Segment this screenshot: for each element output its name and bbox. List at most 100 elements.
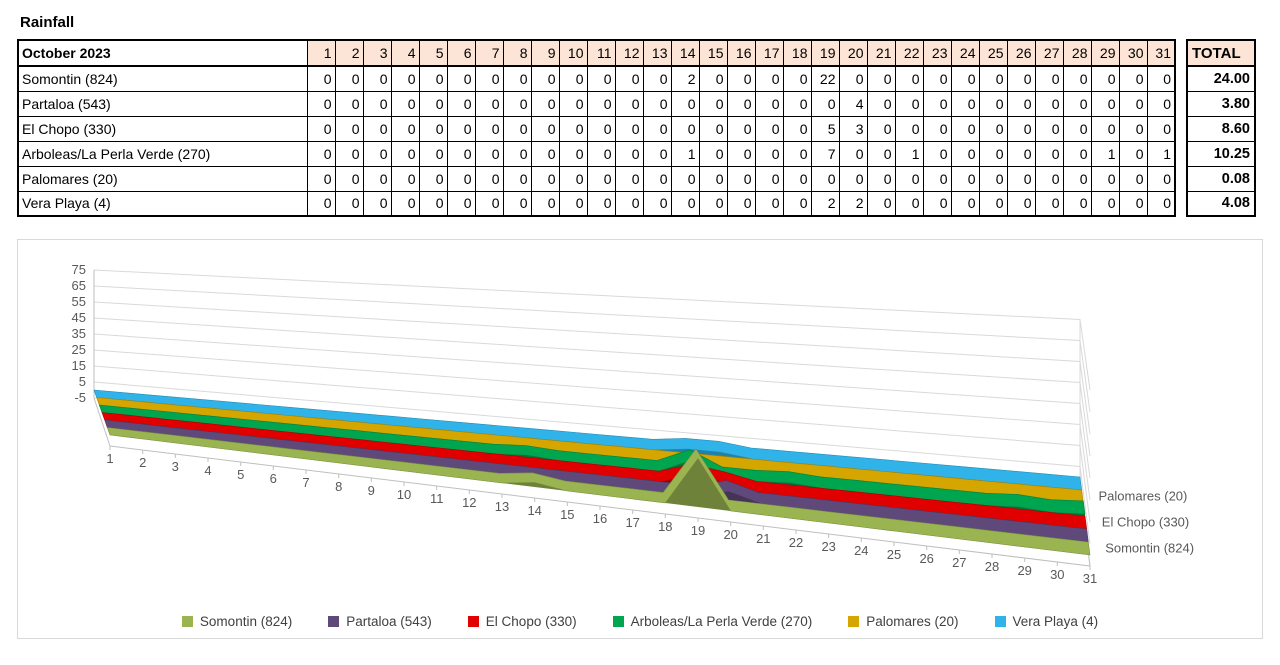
value-cell[interactable]: 0 (726, 190, 756, 217)
value-cell[interactable]: 0 (418, 65, 448, 92)
value-cell[interactable]: 0 (1062, 140, 1092, 167)
value-cell[interactable]: 2 (670, 65, 700, 92)
value-cell[interactable]: 0 (1034, 65, 1064, 92)
value-cell[interactable]: 0 (502, 165, 532, 192)
value-cell[interactable]: 1 (1090, 140, 1120, 167)
value-cell[interactable]: 0 (670, 90, 700, 117)
value-cell[interactable]: 0 (950, 65, 980, 92)
value-cell[interactable]: 0 (418, 165, 448, 192)
value-cell[interactable]: 0 (530, 115, 560, 142)
value-cell[interactable]: 0 (754, 90, 784, 117)
value-cell[interactable]: 0 (698, 65, 728, 92)
day-header-cell[interactable]: 23 (922, 39, 952, 67)
value-cell[interactable]: 0 (950, 140, 980, 167)
value-cell[interactable]: 0 (1006, 140, 1036, 167)
value-cell[interactable]: 0 (978, 190, 1008, 217)
value-cell[interactable]: 0 (894, 90, 924, 117)
value-cell[interactable]: 0 (1090, 190, 1120, 217)
value-cell[interactable]: 0 (306, 190, 336, 217)
value-cell[interactable]: 0 (418, 190, 448, 217)
total-value-cell[interactable]: 4.08 (1186, 190, 1256, 217)
value-cell[interactable]: 0 (866, 90, 896, 117)
value-cell[interactable]: 0 (1118, 65, 1148, 92)
total-value-cell[interactable]: 8.60 (1186, 115, 1256, 142)
day-header-cell[interactable]: 31 (1146, 39, 1176, 67)
value-cell[interactable]: 0 (726, 165, 756, 192)
value-cell[interactable]: 0 (782, 90, 812, 117)
value-cell[interactable]: 0 (922, 90, 952, 117)
value-cell[interactable]: 0 (642, 140, 672, 167)
value-cell[interactable]: 0 (1146, 65, 1176, 92)
value-cell[interactable]: 0 (334, 190, 364, 217)
value-cell[interactable]: 0 (866, 190, 896, 217)
value-cell[interactable]: 0 (306, 140, 336, 167)
day-header-cell[interactable]: 14 (670, 39, 700, 67)
value-cell[interactable]: 0 (586, 65, 616, 92)
total-header-cell[interactable]: TOTAL (1186, 39, 1256, 67)
value-cell[interactable]: 0 (586, 165, 616, 192)
value-cell[interactable]: 0 (1090, 65, 1120, 92)
value-cell[interactable]: 0 (362, 65, 392, 92)
value-cell[interactable]: 0 (754, 140, 784, 167)
month-header-cell[interactable]: October 2023 (17, 39, 308, 67)
value-cell[interactable]: 0 (698, 115, 728, 142)
value-cell[interactable]: 0 (726, 65, 756, 92)
day-header-cell[interactable]: 12 (614, 39, 644, 67)
value-cell[interactable]: 0 (698, 165, 728, 192)
value-cell[interactable]: 0 (1006, 65, 1036, 92)
value-cell[interactable]: 0 (362, 115, 392, 142)
day-header-cell[interactable]: 25 (978, 39, 1008, 67)
value-cell[interactable]: 0 (530, 65, 560, 92)
day-header-cell[interactable]: 22 (894, 39, 924, 67)
value-cell[interactable]: 0 (502, 90, 532, 117)
value-cell[interactable]: 0 (306, 90, 336, 117)
value-cell[interactable]: 3 (838, 115, 868, 142)
total-value-cell[interactable]: 24.00 (1186, 65, 1256, 92)
value-cell[interactable]: 0 (502, 115, 532, 142)
value-cell[interactable]: 22 (810, 65, 840, 92)
value-cell[interactable]: 0 (474, 65, 504, 92)
day-header-cell[interactable]: 24 (950, 39, 980, 67)
day-header-cell[interactable]: 30 (1118, 39, 1148, 67)
value-cell[interactable]: 0 (334, 65, 364, 92)
day-header-cell[interactable]: 17 (754, 39, 784, 67)
value-cell[interactable]: 0 (726, 90, 756, 117)
value-cell[interactable]: 0 (1118, 90, 1148, 117)
day-header-cell[interactable]: 5 (418, 39, 448, 67)
value-cell[interactable]: 0 (894, 165, 924, 192)
value-cell[interactable]: 0 (334, 90, 364, 117)
row-label-cell[interactable]: El Chopo (330) (17, 115, 308, 142)
value-cell[interactable]: 0 (810, 165, 840, 192)
value-cell[interactable]: 0 (838, 65, 868, 92)
day-header-cell[interactable]: 11 (586, 39, 616, 67)
value-cell[interactable]: 0 (950, 90, 980, 117)
value-cell[interactable]: 4 (838, 90, 868, 117)
value-cell[interactable]: 0 (1034, 190, 1064, 217)
value-cell[interactable]: 0 (334, 140, 364, 167)
value-cell[interactable]: 0 (614, 115, 644, 142)
total-value-cell[interactable]: 3.80 (1186, 90, 1256, 117)
day-header-cell[interactable]: 10 (558, 39, 588, 67)
value-cell[interactable]: 0 (838, 140, 868, 167)
value-cell[interactable]: 0 (390, 165, 420, 192)
value-cell[interactable]: 0 (754, 115, 784, 142)
value-cell[interactable]: 0 (586, 90, 616, 117)
value-cell[interactable]: 0 (894, 190, 924, 217)
row-label-cell[interactable]: Somontin (824) (17, 65, 308, 92)
value-cell[interactable]: 0 (782, 65, 812, 92)
value-cell[interactable]: 0 (614, 90, 644, 117)
value-cell[interactable]: 0 (614, 190, 644, 217)
day-header-cell[interactable]: 15 (698, 39, 728, 67)
value-cell[interactable]: 0 (390, 115, 420, 142)
value-cell[interactable]: 0 (1090, 165, 1120, 192)
value-cell[interactable]: 0 (1062, 115, 1092, 142)
value-cell[interactable]: 0 (1006, 165, 1036, 192)
value-cell[interactable]: 0 (698, 190, 728, 217)
value-cell[interactable]: 0 (446, 165, 476, 192)
value-cell[interactable]: 1 (670, 140, 700, 167)
value-cell[interactable]: 2 (838, 190, 868, 217)
value-cell[interactable]: 0 (642, 65, 672, 92)
value-cell[interactable]: 0 (390, 140, 420, 167)
value-cell[interactable]: 0 (1146, 90, 1176, 117)
value-cell[interactable]: 0 (390, 190, 420, 217)
